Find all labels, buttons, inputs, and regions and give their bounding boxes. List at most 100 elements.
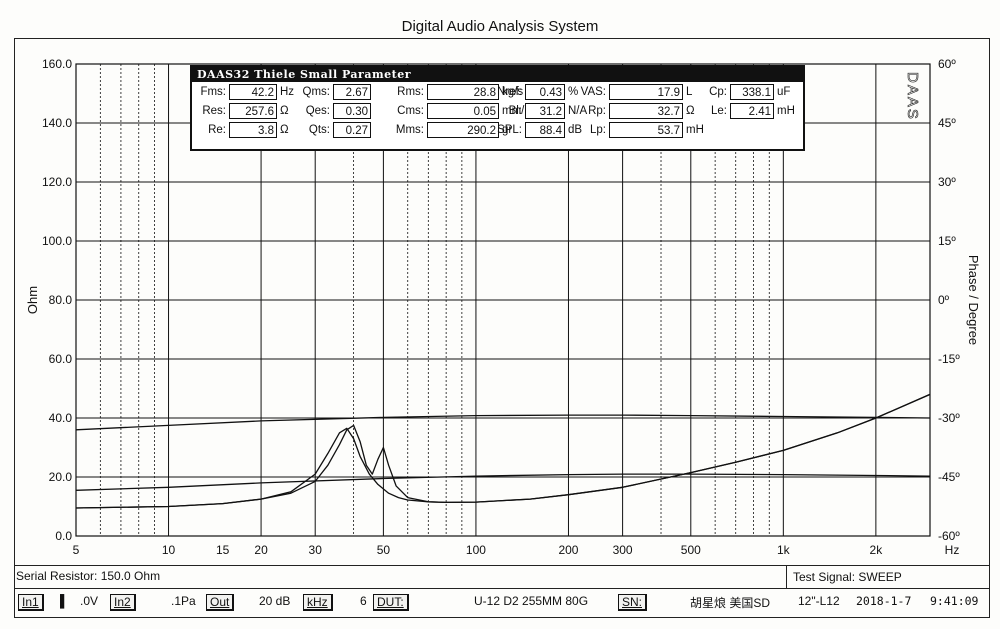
param-re: Re: 3.8 Ω [208, 122, 289, 138]
y-tick-label: 80.0 [49, 293, 73, 307]
y2-tick-label: -60º [938, 529, 960, 543]
param-label: Le: [711, 105, 727, 117]
param-label: Re: [208, 124, 226, 136]
param-rms: Rms: 28.8 kg/s [397, 84, 523, 100]
param-unit: mH [686, 124, 704, 136]
param-value: 0.30 [333, 103, 371, 119]
param-label: Lp: [590, 124, 606, 136]
param-label: Nref: [497, 86, 522, 98]
param-rp: Rp: 32.7 Ω [588, 103, 695, 119]
param-unit: dB [568, 124, 583, 136]
chart-frame [14, 38, 990, 618]
x-tick-label: 100 [466, 543, 486, 557]
param-label: Qes: [305, 105, 330, 117]
in2-button[interactable]: In2 [110, 594, 136, 611]
param-value: 42.2 [229, 84, 277, 100]
param-le: Le: 2.41 mH [711, 103, 795, 119]
param-label: Rp: [588, 105, 606, 117]
param-value: 2.67 [333, 84, 371, 100]
param-label: Qms: [302, 86, 330, 98]
y-axis-label: Ohm [25, 286, 40, 314]
param-value: 2.41 [730, 103, 774, 119]
y-tick-label: 120.0 [42, 175, 72, 189]
y-tick-label: 0.0 [55, 529, 72, 543]
pressure-value: .1Pa [171, 594, 196, 608]
param-unit: gr [502, 124, 513, 136]
y2-tick-label: 15º [938, 234, 956, 248]
y2-tick-label: -30º [938, 411, 960, 425]
x-tick-label: 50 [377, 543, 391, 557]
y-tick-label: 60.0 [49, 352, 73, 366]
param-unit: kg/s [502, 86, 524, 98]
y2-axis-label: Phase / Degree [966, 255, 981, 345]
gain-value: 20 dB [259, 594, 291, 608]
param-label: Qts: [308, 124, 330, 136]
x-tick-label: 5 [73, 543, 80, 557]
y2-tick-label: 30º [938, 175, 956, 189]
param-label: Mms: [395, 124, 424, 136]
y2-tick-label: -45º [938, 470, 960, 484]
param-unit: Hz [280, 86, 295, 98]
param-label: Rms: [397, 86, 424, 98]
khz-button[interactable]: kHz [303, 594, 333, 611]
param-label: Cms: [397, 105, 424, 117]
x-tick-label: 500 [681, 543, 701, 557]
x-tick-label: 300 [613, 543, 633, 557]
param-value: 28.8 [427, 84, 499, 100]
param-qes: Qes: 0.30 [306, 103, 371, 119]
vendor-text: 胡星烺 美国SD [690, 596, 771, 610]
param-qms: Qms: 2.67 [303, 84, 371, 100]
x-tick-label: 1k [777, 543, 791, 557]
param-value: 31.2 [525, 103, 565, 119]
sn-button[interactable]: SN: [618, 594, 648, 611]
y-tick-label: 100.0 [42, 234, 72, 248]
param-cms: Cms: 0.05 mm/N [397, 103, 533, 119]
y-tick-label: 160.0 [42, 57, 72, 71]
param-unit: mH [777, 105, 795, 117]
y-tick-label: 20.0 [49, 470, 73, 484]
param-value: 0.05 [427, 103, 499, 119]
dut-model: U-12 D2 255MM 80G [474, 594, 589, 608]
out-button[interactable]: Out [206, 594, 235, 611]
param-unit: L [686, 86, 693, 98]
param-value: 3.8 [229, 122, 277, 138]
in1-indicator: ▌ [60, 594, 69, 608]
x-tick-label: 30 [309, 543, 323, 557]
param-value: 32.7 [609, 103, 683, 119]
param-cp: Cp: 338.1 uF [709, 84, 790, 100]
series-line-1 [75, 393, 931, 509]
param-unit: N/A [568, 105, 588, 117]
series-line-3 [75, 473, 931, 491]
param-unit: uF [777, 86, 791, 98]
param-label: VAS: [580, 86, 606, 98]
param-value: 0.27 [333, 122, 371, 138]
thiele-small-panel: DAAS32 Thiele Small Parameter Fms: 42.2 Hz… [190, 65, 805, 151]
param-value: 257.6 [229, 103, 277, 119]
voltage-value: .0V [80, 594, 99, 608]
param-label: Bl: [508, 105, 522, 117]
param-unit: Ω [280, 124, 289, 136]
in1-button[interactable]: In1 [18, 594, 44, 611]
param-label: Fms: [200, 86, 226, 98]
y-tick-label: 140.0 [42, 116, 72, 130]
date-text: 2018-1-7 [856, 594, 912, 608]
param-mms: Mms: 290.2 gr [396, 122, 512, 138]
x-axis-unit: Hz [945, 543, 960, 557]
param-unit: Ω [280, 105, 289, 117]
param-bl: Bl: 31.2 N/A [509, 103, 587, 119]
param-label: Res: [202, 105, 226, 117]
param-label: SPL: [497, 124, 522, 136]
y2-tick-label: -15º [938, 352, 960, 366]
y-tick-label: 40.0 [49, 411, 73, 425]
param-unit: Ω [686, 105, 695, 117]
dut-button[interactable]: DUT: [373, 594, 409, 611]
size-text: 12"-L12 [798, 594, 840, 608]
param-lp: Lp: 53.7 mH [590, 122, 704, 138]
y2-tick-label: 45º [938, 116, 956, 130]
six-value: 6 [360, 594, 367, 608]
param-value: 0.43 [525, 84, 565, 100]
x-tick-label: 2k [870, 543, 884, 557]
status-row-2: In1 ▌ .0V In2 .1Pa Out 20 dB kHz 6 DUT: … [14, 588, 990, 618]
param-value: 290.2 [427, 122, 499, 138]
